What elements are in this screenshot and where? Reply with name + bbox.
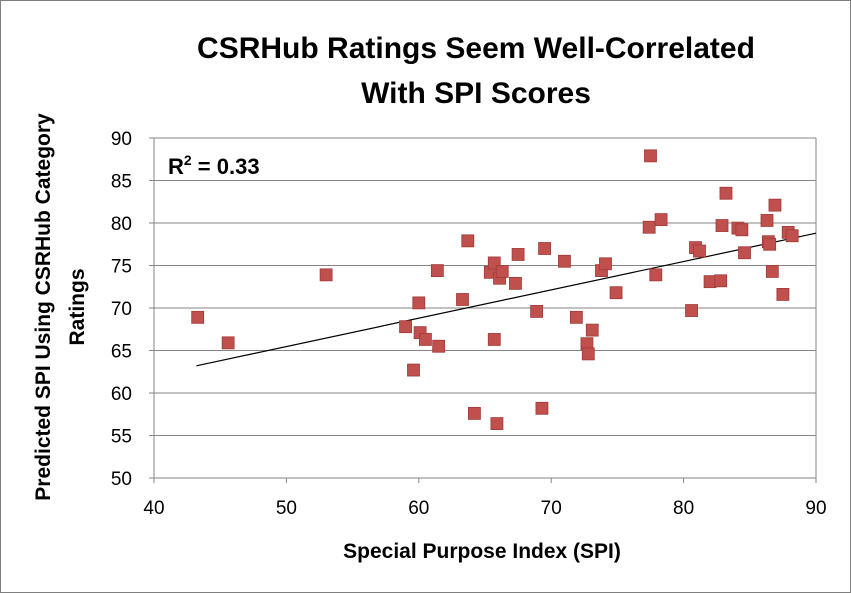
data-point-12 — [468, 406, 481, 420]
data-point-40 — [714, 274, 728, 288]
y-tick-label-55: 55 — [111, 427, 132, 448]
x-tick-label-60: 60 — [408, 498, 429, 519]
data-point-3 — [399, 320, 412, 334]
x-axis-ticks: 40 50 60 70 80 90 — [143, 478, 827, 519]
y-tick-label-70: 70 — [111, 299, 132, 320]
x-tick-label-50: 50 — [276, 498, 297, 519]
data-point-23 — [538, 242, 551, 255]
r-squared-value: = 0.33 — [192, 154, 260, 179]
y-axis-ticks: 50 55 60 65 70 75 80 85 90 — [111, 129, 154, 490]
y-tick-label-85: 85 — [111, 172, 132, 193]
data-point-35 — [654, 213, 668, 227]
trendline — [196, 232, 817, 367]
data-point-1 — [221, 336, 235, 350]
data-point-41 — [715, 219, 729, 232]
y-axis-label-line-2: Ratings — [66, 268, 89, 345]
data-point-5 — [412, 296, 426, 310]
y-tick-label-75: 75 — [111, 257, 132, 278]
data-point-33 — [644, 149, 657, 163]
data-points — [191, 149, 799, 431]
y-tick-label-80: 80 — [111, 214, 132, 235]
data-point-22 — [535, 401, 549, 415]
data-point-9 — [432, 339, 446, 353]
y-tick-label-65: 65 — [111, 342, 132, 363]
data-point-8 — [430, 264, 444, 278]
y-tick-label-50: 50 — [111, 469, 132, 490]
data-point-53 — [785, 229, 799, 243]
chart-title-line-1: CSRHub Ratings Seem Well-Correlated — [197, 32, 755, 65]
data-point-10 — [456, 293, 469, 306]
data-point-4 — [407, 363, 420, 377]
chart-title-line-2: With SPI Scores — [361, 77, 591, 110]
x-tick-label-80: 80 — [673, 498, 694, 519]
r-squared-sup: 2 — [184, 152, 192, 168]
y-tick-label-60: 60 — [111, 384, 132, 405]
x-axis-label: Special Purpose Index (SPI) — [343, 540, 621, 563]
data-point-20 — [511, 248, 525, 261]
r-squared-annotation: R2 = 0.33 — [168, 152, 260, 179]
data-point-27 — [581, 347, 595, 361]
data-point-15 — [487, 333, 501, 346]
y-tick-label-90: 90 — [111, 129, 132, 150]
data-point-24 — [558, 254, 571, 268]
data-point-11 — [461, 234, 475, 248]
data-point-50 — [768, 198, 782, 212]
data-point-45 — [738, 246, 751, 260]
data-point-21 — [530, 304, 544, 318]
data-point-2 — [319, 268, 333, 282]
data-point-18 — [495, 265, 509, 278]
r-squared-prefix: R — [168, 154, 184, 179]
data-point-31 — [609, 286, 623, 300]
x-tick-label-90: 90 — [805, 498, 826, 519]
data-point-46 — [760, 214, 774, 227]
data-point-28 — [585, 323, 599, 337]
data-point-32 — [642, 220, 656, 234]
data-point-25 — [569, 310, 583, 324]
data-point-34 — [649, 268, 663, 282]
x-tick-label-70: 70 — [541, 498, 562, 519]
data-point-36 — [685, 304, 698, 317]
x-tick-label-40: 40 — [143, 498, 164, 519]
y-axis-label-line-1: Predicted SPI Using CSRHub Category — [32, 113, 55, 501]
data-point-44 — [735, 223, 749, 237]
gridlines — [154, 137, 816, 479]
data-point-0 — [191, 310, 205, 324]
data-point-30 — [599, 257, 612, 271]
data-point-42 — [719, 186, 733, 200]
data-point-48 — [763, 237, 777, 251]
data-point-19 — [509, 276, 522, 290]
data-point-7 — [419, 333, 432, 346]
data-point-51 — [776, 287, 790, 301]
data-point-16 — [490, 417, 504, 431]
data-point-38 — [693, 244, 706, 258]
data-point-49 — [765, 265, 779, 278]
